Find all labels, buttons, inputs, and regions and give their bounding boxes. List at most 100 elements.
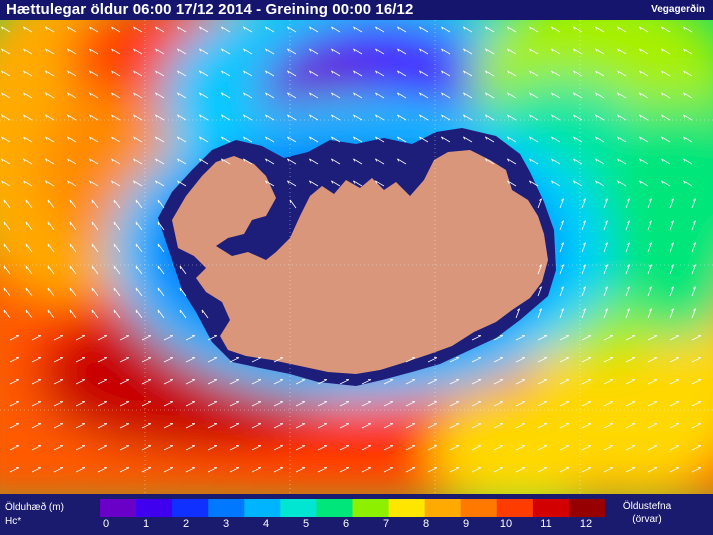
direction-arrowhead bbox=[671, 220, 674, 223]
direction-arrow bbox=[669, 198, 674, 209]
direction-arrow bbox=[111, 48, 121, 55]
direction-arrowhead bbox=[397, 136, 400, 140]
direction-arrow bbox=[287, 114, 297, 121]
direction-arrow bbox=[141, 379, 152, 385]
direction-arrow bbox=[25, 221, 33, 231]
direction-arrow bbox=[133, 48, 143, 55]
direction-arrow bbox=[3, 221, 11, 231]
direction-arrow bbox=[309, 158, 319, 165]
direction-arrowhead bbox=[507, 26, 510, 30]
direction-arrowhead bbox=[683, 180, 686, 184]
direction-arrowhead bbox=[133, 92, 136, 96]
direction-arrow bbox=[551, 92, 561, 99]
direction-arrowhead bbox=[463, 92, 466, 96]
direction-arrow bbox=[581, 401, 592, 407]
direction-arrow bbox=[309, 26, 319, 33]
direction-arrow bbox=[177, 92, 187, 99]
direction-arrowhead bbox=[441, 114, 444, 118]
direction-arrow bbox=[265, 136, 275, 143]
direction-arrowhead bbox=[1, 136, 4, 140]
direction-arrow bbox=[23, 70, 33, 77]
direction-arrow bbox=[471, 467, 482, 473]
direction-arrowhead bbox=[67, 158, 70, 162]
direction-arrow bbox=[559, 445, 570, 451]
direction-arrowhead bbox=[639, 114, 642, 118]
direction-arrow bbox=[67, 114, 77, 121]
direction-arrow bbox=[199, 26, 209, 33]
direction-arrow bbox=[647, 198, 652, 209]
direction-arrow bbox=[295, 445, 306, 451]
direction-arrow bbox=[581, 445, 592, 451]
direction-arrow bbox=[89, 114, 99, 121]
direction-arrow bbox=[405, 423, 416, 429]
direction-arrow bbox=[1, 26, 11, 33]
direction-arrow bbox=[353, 158, 363, 165]
direction-arrow bbox=[97, 445, 108, 451]
direction-arrowhead bbox=[1, 70, 4, 74]
direction-arrow bbox=[427, 467, 438, 473]
direction-arrowhead bbox=[485, 26, 488, 30]
direction-arrow bbox=[97, 357, 108, 363]
direction-arrowhead bbox=[573, 70, 576, 74]
direction-arrow bbox=[507, 48, 517, 55]
direction-arrowhead bbox=[375, 114, 378, 118]
direction-arrow bbox=[157, 265, 165, 275]
direction-arrow bbox=[339, 445, 350, 451]
direction-arrowhead bbox=[693, 242, 696, 245]
direction-arrow bbox=[397, 26, 407, 33]
direction-arrow bbox=[229, 379, 240, 385]
direction-arrowhead bbox=[617, 26, 620, 30]
direction-arrowhead bbox=[561, 198, 564, 201]
direction-arrow bbox=[155, 70, 165, 77]
direction-arrowhead bbox=[397, 92, 400, 96]
direction-arrowhead bbox=[353, 114, 356, 118]
direction-arrowhead bbox=[441, 136, 444, 140]
color-scale-tick-label: 4 bbox=[262, 518, 270, 530]
direction-arrow bbox=[67, 48, 77, 55]
direction-arrow bbox=[683, 114, 693, 121]
direction-arrowhead bbox=[595, 92, 598, 96]
direction-arrow bbox=[141, 357, 152, 363]
direction-arrowhead bbox=[23, 48, 26, 52]
direction-arrowhead bbox=[583, 242, 586, 245]
direction-arrow bbox=[89, 70, 99, 77]
direction-arrow bbox=[91, 265, 99, 275]
direction-arrow bbox=[331, 114, 341, 121]
direction-arrow bbox=[647, 379, 658, 385]
direction-arrowhead bbox=[177, 158, 180, 162]
direction-arrowhead bbox=[639, 26, 642, 30]
direction-arrow bbox=[185, 335, 196, 341]
direction-arrow bbox=[661, 158, 671, 165]
direction-arrowhead bbox=[353, 180, 356, 184]
direction-arrow bbox=[185, 379, 196, 385]
direction-arrow bbox=[31, 379, 42, 385]
direction-arrow bbox=[683, 92, 693, 99]
direction-arrowhead bbox=[397, 158, 400, 162]
direction-arrowhead bbox=[287, 180, 290, 184]
direction-arrow bbox=[639, 70, 649, 77]
direction-arrow bbox=[361, 467, 372, 473]
direction-arrowhead bbox=[265, 180, 268, 184]
direction-arrow bbox=[507, 180, 517, 187]
direction-arrow bbox=[669, 220, 674, 231]
direction-arrowhead bbox=[375, 136, 378, 140]
direction-arrowhead bbox=[353, 92, 356, 96]
direction-arrow bbox=[617, 180, 627, 187]
direction-arrow bbox=[9, 401, 20, 407]
direction-arrow bbox=[397, 92, 407, 99]
direction-arrow bbox=[141, 401, 152, 407]
direction-arrowhead bbox=[23, 180, 26, 184]
direction-arrow bbox=[661, 48, 671, 55]
direction-arrow bbox=[113, 243, 121, 253]
direction-arrow bbox=[133, 92, 143, 99]
direction-arrow bbox=[243, 114, 253, 121]
direction-arrow bbox=[75, 335, 86, 341]
direction-arrow bbox=[295, 423, 306, 429]
direction-arrow bbox=[559, 308, 564, 319]
direction-arrow bbox=[273, 467, 284, 473]
direction-arrow bbox=[353, 26, 363, 33]
direction-arrow bbox=[47, 287, 55, 297]
direction-arrow bbox=[353, 70, 363, 77]
direction-arrowhead bbox=[67, 136, 70, 140]
direction-arrowhead bbox=[617, 158, 620, 162]
